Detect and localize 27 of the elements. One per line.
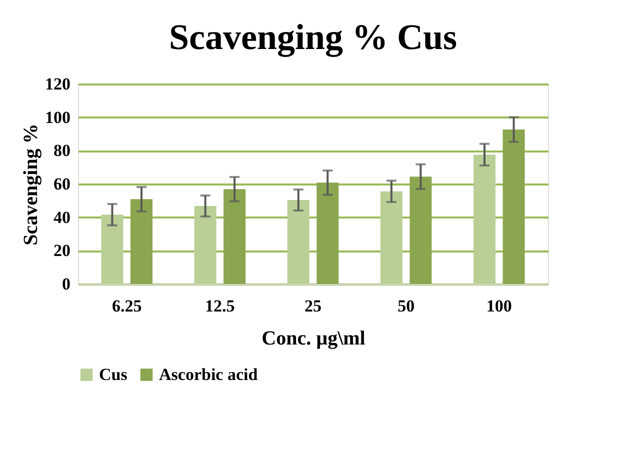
- bar: [101, 214, 124, 284]
- y-tick-label: 80: [54, 141, 70, 160]
- legend-label: Ascorbic acid: [159, 364, 258, 384]
- y-tick-label: 40: [54, 208, 70, 227]
- y-tick-label: 100: [45, 108, 70, 127]
- y-tick-label: 0: [62, 274, 70, 294]
- x-tick-label: 25: [304, 296, 322, 316]
- bar: [502, 130, 525, 284]
- bar: [224, 189, 246, 284]
- legend-label: Cus: [99, 364, 128, 384]
- y-tick-label: 20: [54, 241, 70, 260]
- x-axis-title: Conc. µg\ml: [262, 328, 366, 350]
- chart-title: Scavenging % Cus: [168, 17, 458, 57]
- bar: [287, 200, 310, 284]
- bar: [194, 206, 216, 284]
- x-tick-label: 6.25: [112, 296, 142, 316]
- x-tick-label: 50: [398, 296, 415, 316]
- y-tick-label: 60: [54, 174, 70, 194]
- y-axis-title: Scavenging %: [20, 124, 42, 246]
- bar: [130, 199, 152, 284]
- bar: [380, 191, 402, 284]
- y-tick-label: 120: [45, 74, 70, 94]
- x-tick-label: 100: [486, 296, 512, 316]
- bar: [474, 154, 496, 284]
- x-tick-label: 12.5: [205, 296, 235, 316]
- bar: [410, 176, 432, 284]
- bar: [316, 182, 339, 284]
